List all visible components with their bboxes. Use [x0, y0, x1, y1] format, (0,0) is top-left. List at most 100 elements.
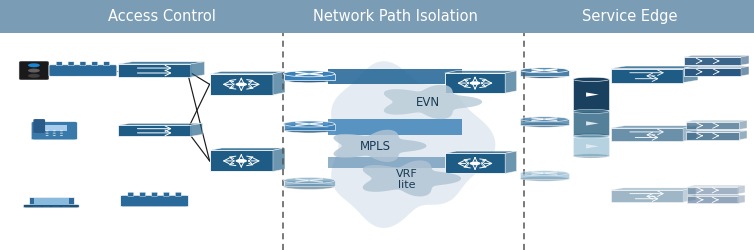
Circle shape	[470, 162, 480, 166]
Circle shape	[45, 133, 49, 134]
FancyBboxPatch shape	[80, 62, 86, 66]
Polygon shape	[586, 93, 599, 97]
Ellipse shape	[284, 72, 335, 78]
Ellipse shape	[573, 108, 609, 112]
FancyBboxPatch shape	[687, 196, 738, 203]
FancyBboxPatch shape	[445, 74, 505, 94]
Polygon shape	[740, 131, 747, 140]
Polygon shape	[684, 67, 749, 68]
Polygon shape	[586, 122, 599, 126]
FancyBboxPatch shape	[520, 174, 569, 179]
Polygon shape	[738, 186, 745, 194]
Circle shape	[45, 131, 49, 132]
FancyBboxPatch shape	[23, 205, 79, 208]
Text: Access Control: Access Control	[108, 10, 216, 24]
FancyBboxPatch shape	[20, 62, 48, 80]
Polygon shape	[685, 131, 747, 132]
FancyBboxPatch shape	[573, 80, 609, 110]
FancyBboxPatch shape	[104, 62, 109, 66]
Circle shape	[541, 70, 547, 72]
Circle shape	[28, 74, 40, 78]
Circle shape	[306, 124, 312, 126]
FancyBboxPatch shape	[41, 126, 67, 131]
FancyBboxPatch shape	[121, 196, 188, 207]
FancyBboxPatch shape	[49, 66, 117, 77]
Circle shape	[470, 82, 480, 86]
FancyBboxPatch shape	[43, 206, 51, 207]
FancyBboxPatch shape	[284, 124, 335, 130]
Circle shape	[235, 83, 247, 87]
Text: MPLS: MPLS	[360, 139, 391, 152]
FancyBboxPatch shape	[685, 132, 740, 140]
Polygon shape	[611, 67, 698, 69]
Polygon shape	[333, 130, 427, 162]
Text: EVN: EVN	[416, 95, 440, 108]
Polygon shape	[687, 186, 745, 187]
FancyBboxPatch shape	[445, 154, 505, 174]
Ellipse shape	[573, 110, 609, 114]
Polygon shape	[741, 67, 749, 76]
FancyBboxPatch shape	[29, 197, 74, 206]
Ellipse shape	[573, 154, 609, 158]
Polygon shape	[118, 124, 202, 126]
FancyBboxPatch shape	[118, 126, 191, 137]
Ellipse shape	[520, 171, 569, 176]
Polygon shape	[685, 121, 747, 122]
Circle shape	[53, 133, 56, 134]
FancyBboxPatch shape	[33, 206, 41, 207]
FancyBboxPatch shape	[31, 122, 78, 140]
Polygon shape	[273, 148, 285, 172]
FancyBboxPatch shape	[573, 137, 609, 156]
Ellipse shape	[284, 128, 335, 134]
FancyBboxPatch shape	[573, 112, 609, 136]
FancyBboxPatch shape	[152, 192, 158, 196]
FancyBboxPatch shape	[611, 69, 683, 83]
Polygon shape	[445, 152, 516, 154]
FancyBboxPatch shape	[685, 122, 740, 130]
Polygon shape	[210, 72, 285, 74]
Ellipse shape	[520, 123, 569, 128]
Circle shape	[53, 131, 56, 132]
Ellipse shape	[520, 117, 569, 122]
Text: VRF
lite: VRF lite	[397, 168, 418, 190]
FancyBboxPatch shape	[139, 192, 146, 196]
Polygon shape	[683, 126, 697, 142]
Polygon shape	[586, 144, 599, 149]
FancyBboxPatch shape	[57, 62, 62, 66]
Ellipse shape	[520, 74, 569, 79]
FancyBboxPatch shape	[611, 128, 683, 141]
FancyBboxPatch shape	[284, 181, 335, 187]
Polygon shape	[191, 124, 202, 137]
Polygon shape	[741, 56, 749, 66]
FancyBboxPatch shape	[128, 192, 133, 196]
Ellipse shape	[573, 135, 609, 139]
FancyBboxPatch shape	[118, 65, 191, 78]
Polygon shape	[505, 72, 516, 94]
Polygon shape	[384, 86, 483, 119]
FancyBboxPatch shape	[33, 120, 45, 134]
Circle shape	[60, 131, 63, 132]
Circle shape	[235, 159, 247, 163]
FancyBboxPatch shape	[684, 58, 741, 66]
Polygon shape	[683, 188, 696, 202]
Circle shape	[306, 180, 312, 182]
FancyBboxPatch shape	[520, 120, 569, 125]
Ellipse shape	[284, 184, 335, 190]
Polygon shape	[684, 56, 749, 58]
Circle shape	[306, 74, 312, 76]
FancyBboxPatch shape	[210, 74, 273, 96]
Polygon shape	[191, 62, 204, 78]
FancyBboxPatch shape	[328, 157, 462, 168]
FancyBboxPatch shape	[687, 187, 738, 194]
Circle shape	[60, 133, 63, 134]
Ellipse shape	[284, 78, 335, 84]
FancyBboxPatch shape	[520, 71, 569, 76]
Polygon shape	[210, 148, 285, 151]
Polygon shape	[363, 161, 461, 197]
FancyBboxPatch shape	[53, 206, 60, 207]
FancyBboxPatch shape	[92, 62, 98, 66]
FancyBboxPatch shape	[164, 192, 170, 196]
Ellipse shape	[573, 134, 609, 138]
Circle shape	[541, 172, 547, 174]
Polygon shape	[683, 67, 698, 83]
